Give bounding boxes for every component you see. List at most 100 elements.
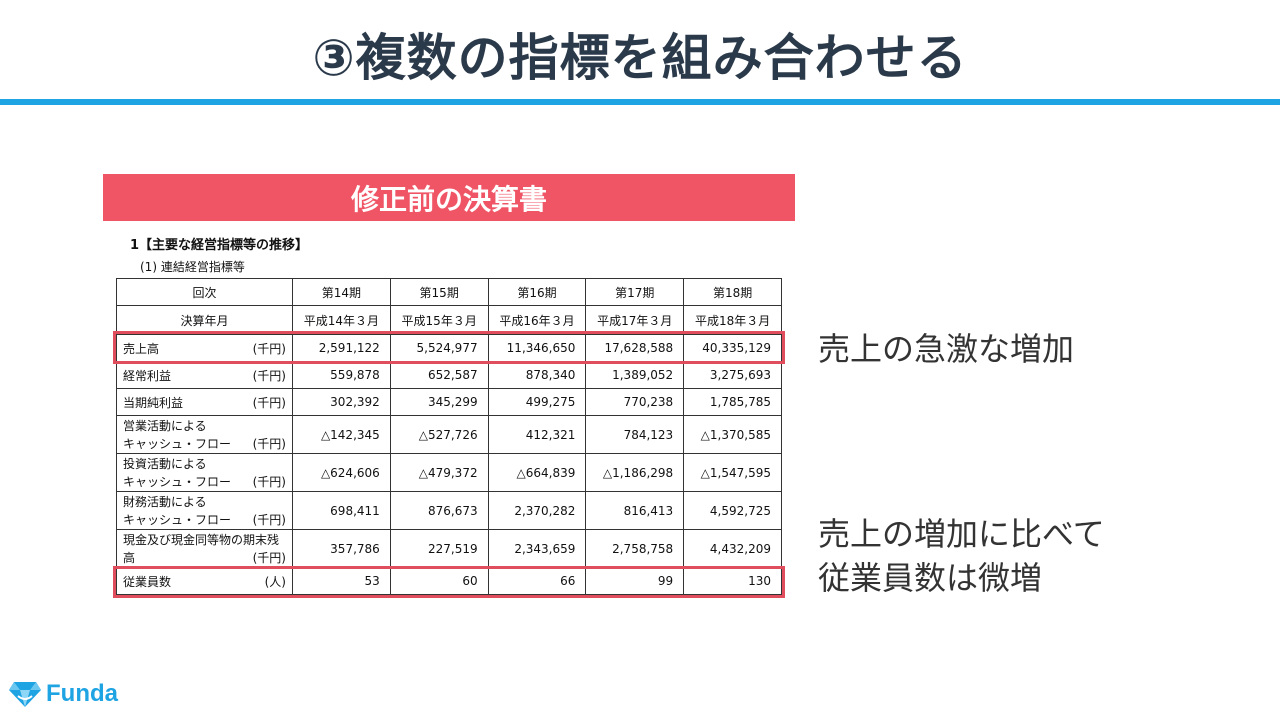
value-cell: 652,587 [389,361,489,389]
row-unit: (千円) [252,395,286,410]
row-unit: (千円) [252,550,286,565]
value-cell: △664,839 [487,453,587,492]
row-label: 当期純利益 [123,395,184,410]
value-cell: 816,413 [585,491,685,530]
date-cell: 平成18年３月 [683,305,782,335]
row-label-cell: 当期純利益 (千円) [116,388,293,416]
row-label-cell: 現金及び現金同等物の期末残高 (千円) [116,529,293,568]
value-cell: 2,370,282 [487,491,587,530]
table-row: 従業員数 (人) 53 60 66 99 130 [116,567,782,595]
value-cell: 2,591,122 [292,334,391,362]
row-label: 経常利益 [123,368,172,383]
row-label: キャッシュ・フロー [123,512,232,527]
row-unit: (千円) [252,368,286,383]
title-divider [0,99,1280,105]
value-cell: 784,123 [585,415,685,454]
header-cell: 第16期 [487,278,587,306]
note-line: 従業員数は微増 [818,559,1043,597]
value-cell: 2,758,758 [585,529,685,568]
value-cell: 4,432,209 [683,529,782,568]
row-unit: (千円) [252,436,286,451]
value-cell: 357,786 [292,529,391,568]
header-cell: 第15期 [389,278,489,306]
date-cell: 平成16年３月 [487,305,587,335]
header-cell: 第17期 [585,278,685,306]
row-label-cell: 売上高 (千円) [116,334,293,362]
value-cell: 4,592,725 [683,491,782,530]
row-label: キャッシュ・フロー [123,474,232,489]
funda-logo: Funda [8,680,118,708]
row-unit: (千円) [252,341,286,356]
value-cell: △479,372 [389,453,489,492]
row-label-cell: 財務活動によるキャッシュ・フロー (千円) [116,491,293,530]
row-label: キャッシュ・フロー [123,436,232,451]
row-label: 営業活動による [123,418,207,433]
date-cell: 平成15年３月 [389,305,489,335]
value-cell: 499,275 [487,388,587,416]
value-cell: 53 [292,567,391,595]
row-unit: (人) [264,574,286,589]
value-cell: 876,673 [389,491,489,530]
row-label-cell: 経常利益 (千円) [116,361,293,389]
table-date-row: 決算年月 平成14年３月 平成15年３月 平成16年３月 平成17年３月 平成1… [116,305,782,335]
row-label-cell: 従業員数 (人) [116,567,293,595]
value-cell: 130 [683,567,782,595]
table-row: 経常利益 (千円) 559,878 652,587 878,340 1,389,052 3,… [116,361,782,389]
value-cell: 17,628,588 [585,334,685,362]
row-unit: (千円) [252,474,286,489]
value-cell: 40,335,129 [683,334,782,362]
value-cell: 412,321 [487,415,587,454]
financial-table: 回次 第14期 第15期 第16期 第17期 第18期 決算年月 平成14年３月… [116,278,782,595]
row-label: 従業員数 [123,574,172,589]
value-cell: 878,340 [487,361,587,389]
table-row: 売上高 (千円) 2,591,122 5,524,977 11,346,650 17,62… [116,334,782,362]
value-cell: 770,238 [585,388,685,416]
value-cell: △142,345 [292,415,391,454]
value-cell: 60 [389,567,489,595]
value-cell: 3,275,693 [683,361,782,389]
date-cell: 平成14年３月 [292,305,391,335]
value-cell: △1,186,298 [585,453,685,492]
header-cell: 回次 [116,278,293,306]
diamond-icon [9,682,41,707]
value-cell: 2,343,659 [487,529,587,568]
section-banner: 修正前の決算書 [103,174,795,221]
row-label: 財務活動による [123,494,207,509]
value-cell: 66 [487,567,587,595]
row-label-cell: 投資活動による キャッシュ・フロー (千円) [116,453,293,492]
note-employee-comparison: 売上の増加に比べて 従業員数は微増 [818,512,1105,600]
note-sales-increase: 売上の急激な増加 [818,330,1075,368]
row-label: 高 [123,550,136,565]
value-cell: △1,370,585 [683,415,782,454]
table-row: 投資活動による キャッシュ・フロー (千円) △624,606 △479,372 △664… [116,453,782,492]
value-cell: 1,785,785 [683,388,782,416]
table-row: 営業活動によるキャッシュ・フロー (千円) △142,345 △527,726 412,… [116,415,782,454]
header-cell: 第14期 [292,278,391,306]
value-cell: 99 [585,567,685,595]
value-cell: 5,524,977 [389,334,489,362]
value-cell: 345,299 [389,388,489,416]
logo-text: Funda [46,680,118,707]
value-cell: △1,547,595 [683,453,782,492]
table-row: 財務活動によるキャッシュ・フロー (千円) 698,411 876,673 2,370,… [116,491,782,530]
value-cell: 698,411 [292,491,391,530]
header-cell: 第18期 [683,278,782,306]
value-cell: 1,389,052 [585,361,685,389]
table-row: 当期純利益 (千円) 302,392 345,299 499,275 770,238 1,7… [116,388,782,416]
value-cell: △527,726 [389,415,489,454]
value-cell: 302,392 [292,388,391,416]
document-subheading: (1) 連結経営指標等 [140,260,245,274]
table-row: 現金及び現金同等物の期末残高 (千円) 357,786 227,519 2,343,65… [116,529,782,568]
value-cell: △624,606 [292,453,391,492]
value-cell: 559,878 [292,361,391,389]
row-label: 売上高 [123,341,160,356]
document-heading: 1【主要な経営指標等の推移】 [130,238,309,253]
date-label-cell: 決算年月 [116,305,293,335]
value-cell: 227,519 [389,529,489,568]
row-unit: (千円) [252,512,286,527]
page-title: ③複数の指標を組み合わせる [312,29,968,87]
row-label-cell: 営業活動によるキャッシュ・フロー (千円) [116,415,293,454]
value-cell: 11,346,650 [487,334,587,362]
table-header-row: 回次 第14期 第15期 第16期 第17期 第18期 [116,278,782,306]
date-cell: 平成17年３月 [585,305,685,335]
